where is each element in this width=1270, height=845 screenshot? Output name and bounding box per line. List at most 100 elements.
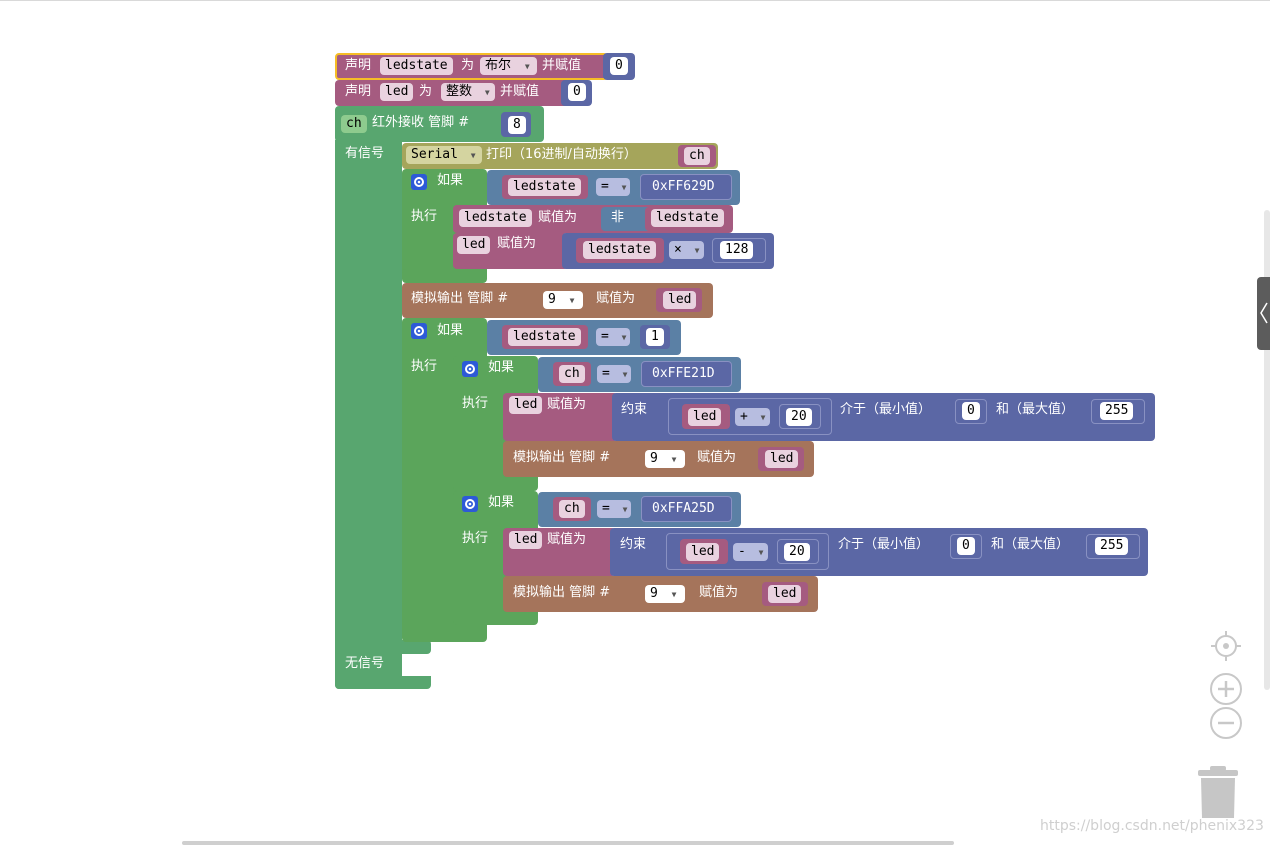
hex-value-block[interactable] (641, 361, 732, 387)
ir-receive-bottom (335, 676, 431, 689)
number-field[interactable]: 255 (1100, 402, 1134, 420)
number-field[interactable]: 20 (784, 543, 810, 561)
between-min-label: 介于（最小值） (840, 402, 932, 417)
pin-value: 9 (650, 451, 658, 466)
zoom-in-icon[interactable] (1209, 672, 1243, 706)
var-ledstate-field[interactable]: ledstate (459, 209, 532, 227)
operator-value: = (601, 329, 609, 344)
operator-dropdown[interactable]: = ▼ (597, 365, 631, 383)
var-name-field[interactable]: led (380, 83, 414, 101)
var-led-field[interactable]: led (663, 291, 697, 309)
do-label: 执行 (411, 209, 438, 224)
pin-value: 9 (650, 586, 658, 601)
has-signal-label: 有信号 (345, 146, 385, 161)
hex-value-block[interactable] (640, 174, 732, 200)
recenter-icon[interactable] (1209, 629, 1243, 663)
hex-value-block[interactable] (641, 496, 732, 522)
var-led-field[interactable]: led (686, 543, 720, 561)
dropdown-arrow-icon: ▼ (622, 505, 628, 514)
var-led-field[interactable]: led (768, 585, 802, 603)
var-ch-field[interactable]: ch (559, 500, 585, 518)
vertical-scrollbar[interactable] (1264, 210, 1270, 690)
var-led-field[interactable]: led (765, 450, 799, 468)
hex-value[interactable]: 0xFFE21D (652, 366, 715, 381)
trash-icon[interactable] (1196, 764, 1240, 820)
zoom-out-icon[interactable] (1209, 706, 1243, 740)
operator-dropdown[interactable]: - ▼ (733, 543, 768, 561)
operator-dropdown[interactable]: = ▼ (596, 328, 630, 346)
dropdown-arrow-icon: ▼ (671, 455, 677, 464)
pin-value: 9 (548, 292, 556, 307)
var-ledstate-field[interactable]: ledstate (651, 209, 724, 227)
do-label: 执行 (462, 531, 489, 546)
var-led-field[interactable]: led (509, 531, 543, 549)
var-led-field[interactable]: led (457, 236, 491, 254)
serial-dropdown[interactable]: Serial ▼ (406, 146, 482, 164)
assign-label: 赋值为 (497, 236, 537, 251)
dropdown-arrow-icon: ▼ (470, 151, 476, 160)
var-ledstate-field[interactable]: ledstate (508, 178, 581, 196)
number-field[interactable]: 0 (957, 537, 975, 555)
pin-field[interactable]: 8 (508, 116, 526, 134)
settings-gear-icon[interactable] (462, 496, 478, 512)
assign-keyword: 并赋值 (542, 58, 582, 73)
ir-label: 红外接收 管脚 # (372, 115, 470, 130)
pin-dropdown[interactable]: 9 ▼ (645, 585, 685, 603)
settings-gear-icon[interactable] (462, 361, 478, 377)
dropdown-arrow-icon: ▼ (758, 548, 764, 557)
as-keyword: 为 (461, 58, 475, 73)
assign-label: 赋值为 (547, 397, 587, 412)
if-block-1-bottom (402, 269, 487, 283)
var-ch-field[interactable]: ch (559, 365, 585, 383)
type-dropdown[interactable]: 整数 ▼ (441, 83, 495, 101)
operator-value: + (740, 409, 748, 424)
dropdown-arrow-icon: ▼ (671, 590, 677, 599)
if-label: 如果 (437, 323, 464, 338)
operator-dropdown[interactable]: + ▼ (735, 408, 770, 426)
number-field[interactable]: 20 (786, 408, 812, 426)
sidebar-collapse-icon[interactable] (1257, 277, 1270, 350)
ir-var-field[interactable]: ch (341, 115, 367, 133)
type-value: 布尔 (485, 58, 512, 73)
settings-gear-icon[interactable] (411, 174, 427, 190)
pin-dropdown[interactable]: 9 ▼ (645, 450, 685, 468)
analog-write-label: 模拟输出 管脚 # (411, 291, 509, 306)
settings-gear-icon[interactable] (411, 323, 427, 339)
pin-dropdown[interactable]: 9 ▼ (543, 291, 583, 309)
number-field[interactable]: 0 (568, 83, 586, 101)
var-ledstate-field[interactable]: ledstate (583, 241, 656, 259)
assign-label: 赋值为 (547, 532, 587, 547)
serial-print-label: 打印（16进制/自动换行） (486, 147, 637, 162)
assign-label: 赋值为 (596, 291, 636, 306)
assign-keyword: 并赋值 (500, 84, 540, 99)
hex-value[interactable]: 0xFFA25D (652, 501, 715, 516)
number-field[interactable]: 0 (610, 57, 628, 75)
var-led-field[interactable]: led (509, 396, 543, 414)
var-ch-field[interactable]: ch (684, 147, 710, 165)
number-field[interactable]: 128 (720, 241, 754, 259)
number-field[interactable]: 1 (646, 328, 664, 346)
dropdown-arrow-icon: ▼ (484, 88, 490, 97)
dropdown-arrow-icon: ▼ (760, 413, 766, 422)
as-keyword: 为 (419, 84, 433, 99)
type-dropdown[interactable]: 布尔 ▼ (480, 57, 537, 75)
declare-keyword: 声明 (345, 58, 372, 73)
type-value: 整数 (446, 84, 473, 99)
declare-keyword: 声明 (345, 84, 372, 99)
number-field[interactable]: 255 (1095, 537, 1129, 555)
top-border (0, 0, 1270, 1)
operator-dropdown[interactable]: × ▼ (669, 241, 704, 259)
not-label: 非 (611, 210, 625, 225)
var-ledstate-field[interactable]: ledstate (508, 328, 581, 346)
var-name-field[interactable]: ledstate (380, 57, 453, 75)
hex-value[interactable]: 0xFF629D (652, 179, 715, 194)
dropdown-arrow-icon: ▼ (621, 183, 627, 192)
dropdown-arrow-icon: ▼ (622, 370, 628, 379)
operator-dropdown[interactable]: = ▼ (596, 178, 630, 196)
constrain-label: 约束 (621, 402, 648, 417)
number-field[interactable]: 0 (962, 402, 980, 420)
var-led-field[interactable]: led (688, 408, 722, 426)
and-max-label: 和（最大值） (996, 402, 1075, 417)
horizontal-scrollbar[interactable] (182, 841, 954, 845)
operator-dropdown[interactable]: = ▼ (597, 500, 631, 518)
